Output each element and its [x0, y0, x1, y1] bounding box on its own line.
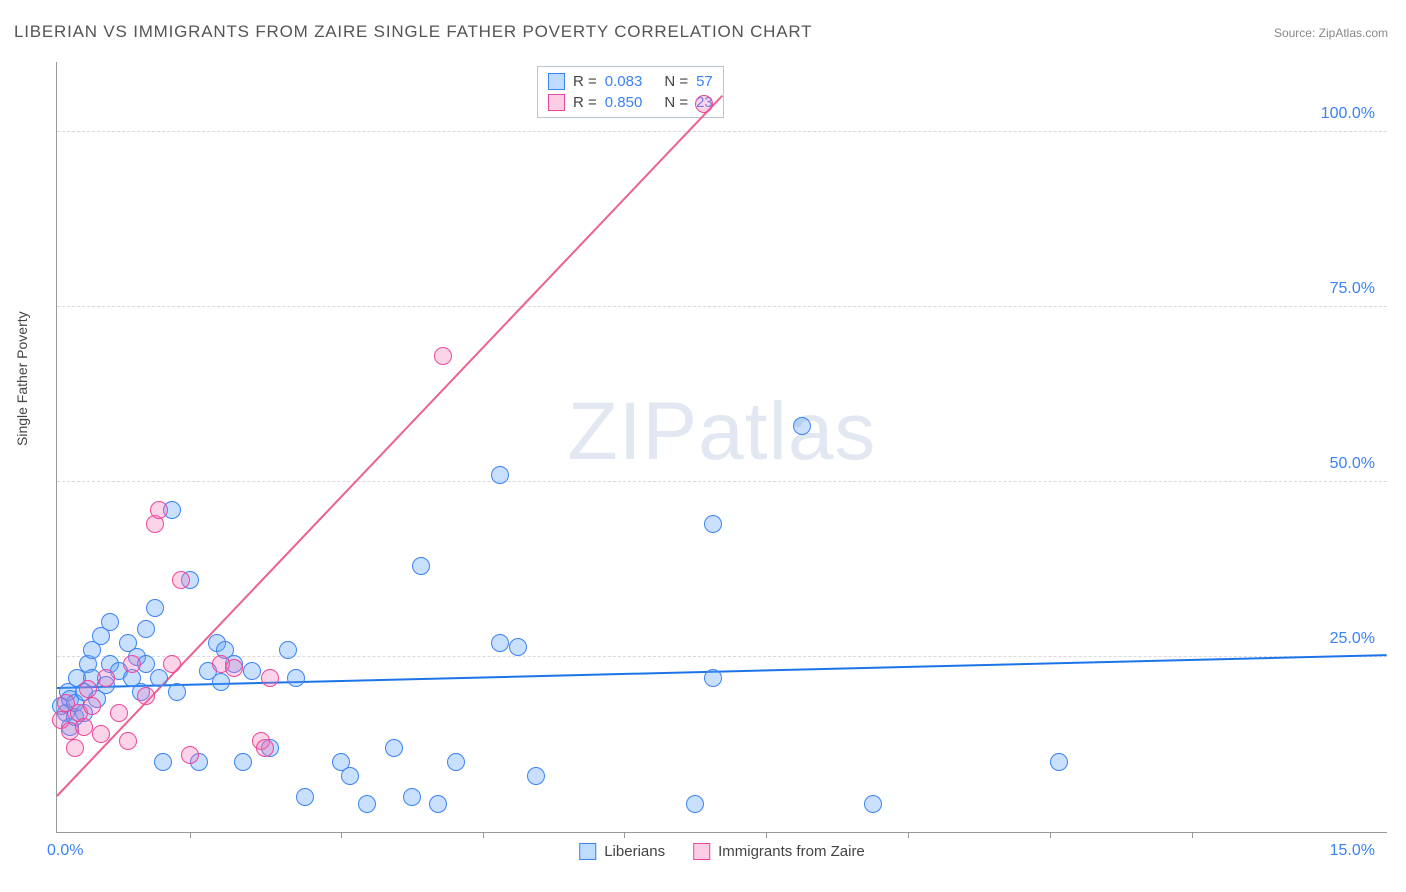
- data-point: [101, 613, 119, 631]
- data-point: [686, 795, 704, 813]
- data-point: [154, 753, 172, 771]
- stats-row-zaire: R = 0.850 N = 23: [548, 92, 713, 113]
- data-point: [864, 795, 882, 813]
- data-point: [137, 620, 155, 638]
- data-point: [509, 638, 527, 656]
- data-point: [97, 669, 115, 687]
- gridline: [57, 306, 1387, 307]
- data-point: [358, 795, 376, 813]
- data-point: [92, 725, 110, 743]
- n-label: N =: [664, 73, 688, 90]
- r-value: 0.083: [605, 73, 643, 90]
- data-point: [403, 788, 421, 806]
- data-point: [704, 515, 722, 533]
- chart-container: LIBERIAN VS IMMIGRANTS FROM ZAIRE SINGLE…: [0, 0, 1406, 892]
- data-point: [119, 732, 137, 750]
- data-point: [150, 501, 168, 519]
- swatch-icon: [579, 843, 596, 860]
- legend: Liberians Immigrants from Zaire: [579, 843, 865, 860]
- data-point: [793, 417, 811, 435]
- r-label: R =: [573, 94, 597, 111]
- data-point: [261, 669, 279, 687]
- data-point: [146, 599, 164, 617]
- watermark: ZIPatlas: [568, 385, 877, 479]
- data-point: [110, 704, 128, 722]
- data-point: [234, 753, 252, 771]
- x-tick: [341, 832, 342, 838]
- x-axis-end-label: 15.0%: [1330, 842, 1375, 860]
- data-point: [447, 753, 465, 771]
- trend-line: [56, 95, 722, 796]
- correlation-stats-box: R = 0.083 N = 57 R = 0.850 N = 23: [537, 66, 724, 118]
- swatch-icon: [548, 94, 565, 111]
- x-tick: [483, 832, 484, 838]
- data-point: [695, 95, 713, 113]
- data-point: [491, 634, 509, 652]
- y-tick-label: 75.0%: [1330, 280, 1375, 298]
- data-point: [341, 767, 359, 785]
- r-label: R =: [573, 73, 597, 90]
- x-tick: [1050, 832, 1051, 838]
- data-point: [1050, 753, 1068, 771]
- legend-label: Liberians: [604, 843, 665, 860]
- legend-label: Immigrants from Zaire: [718, 843, 865, 860]
- data-point: [83, 697, 101, 715]
- data-point: [181, 746, 199, 764]
- data-point: [172, 571, 190, 589]
- x-tick: [908, 832, 909, 838]
- y-tick-label: 100.0%: [1321, 105, 1375, 123]
- scatter-plot-area: ZIPatlas R = 0.083 N = 57 R = 0.850 N = …: [56, 62, 1387, 833]
- x-tick: [766, 832, 767, 838]
- data-point: [243, 662, 261, 680]
- n-value: 57: [696, 73, 713, 90]
- data-point: [66, 739, 84, 757]
- legend-item-liberians: Liberians: [579, 843, 665, 860]
- data-point: [79, 680, 97, 698]
- y-tick-label: 50.0%: [1330, 455, 1375, 473]
- y-tick-label: 25.0%: [1330, 630, 1375, 648]
- data-point: [137, 687, 155, 705]
- x-tick: [1192, 832, 1193, 838]
- gridline: [57, 131, 1387, 132]
- data-point: [225, 659, 243, 677]
- stats-row-liberians: R = 0.083 N = 57: [548, 71, 713, 92]
- data-point: [168, 683, 186, 701]
- data-point: [385, 739, 403, 757]
- data-point: [287, 669, 305, 687]
- data-point: [429, 795, 447, 813]
- data-point: [704, 669, 722, 687]
- chart-title: LIBERIAN VS IMMIGRANTS FROM ZAIRE SINGLE…: [14, 22, 812, 42]
- data-point: [491, 466, 509, 484]
- gridline: [57, 481, 1387, 482]
- n-label: N =: [664, 94, 688, 111]
- x-tick: [190, 832, 191, 838]
- data-point: [296, 788, 314, 806]
- data-point: [434, 347, 452, 365]
- gridline: [57, 656, 1387, 657]
- x-tick: [624, 832, 625, 838]
- source-attribution: Source: ZipAtlas.com: [1274, 26, 1388, 40]
- y-axis-title: Single Father Poverty: [14, 311, 30, 446]
- data-point: [163, 655, 181, 673]
- data-point: [212, 673, 230, 691]
- data-point: [75, 718, 93, 736]
- data-point: [150, 669, 168, 687]
- r-value: 0.850: [605, 94, 643, 111]
- watermark-rest: atlas: [698, 386, 876, 477]
- data-point: [412, 557, 430, 575]
- data-point: [279, 641, 297, 659]
- swatch-icon: [693, 843, 710, 860]
- watermark-bold: ZIP: [568, 386, 699, 477]
- data-point: [527, 767, 545, 785]
- legend-item-zaire: Immigrants from Zaire: [693, 843, 865, 860]
- data-point: [256, 739, 274, 757]
- data-point: [123, 655, 141, 673]
- x-axis-origin-label: 0.0%: [47, 842, 83, 860]
- swatch-icon: [548, 73, 565, 90]
